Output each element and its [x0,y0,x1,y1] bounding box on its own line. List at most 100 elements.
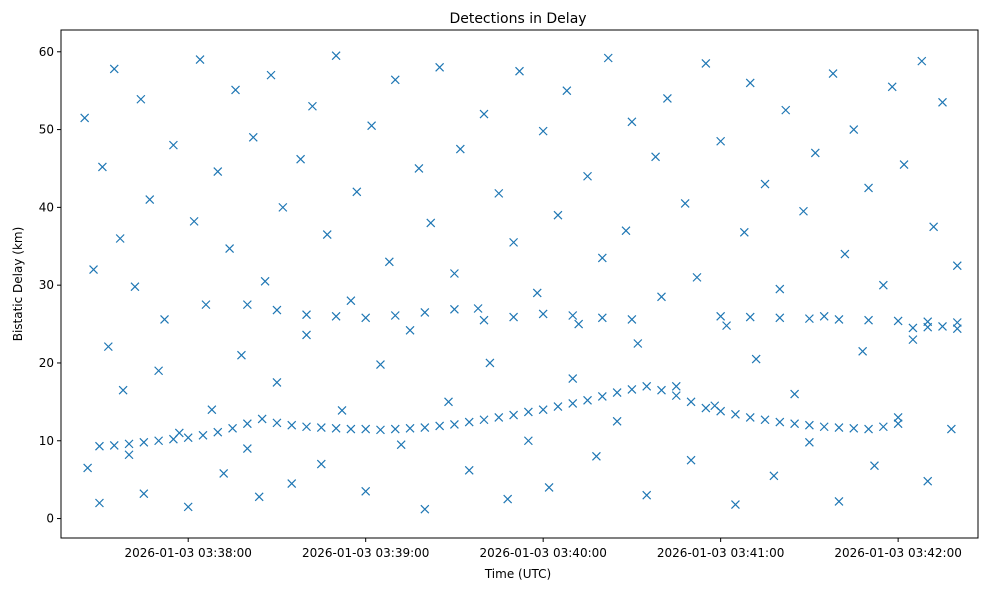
clutter-marker [870,461,879,471]
clutter-marker [367,121,377,131]
clutter-marker [509,237,519,247]
track-marker [331,311,341,321]
track-marker [745,412,755,422]
clutter-marker [692,272,702,282]
clutter-marker [118,385,128,395]
clutter-marker [376,360,385,369]
clutter-marker [479,109,489,119]
clutter-marker [287,479,297,488]
track-marker [464,417,474,427]
clutter-marker [390,75,400,85]
clutter-marker [908,335,918,345]
clutter-marker [515,66,524,76]
clutter-marker [183,502,193,512]
track-marker [642,381,652,391]
clutter-marker [574,319,584,329]
track-marker [183,433,193,443]
clutter-marker [322,230,332,240]
track-marker [109,440,119,450]
clutter-marker [160,314,169,324]
track-marker [952,318,962,327]
track-marker [760,415,770,425]
clutter-marker [195,55,205,64]
track-marker [168,434,178,444]
clutter-marker [396,440,406,450]
clutter-marker [449,269,459,278]
clutter-marker [248,132,258,142]
clutter-marker [538,126,548,136]
clutter-marker [361,486,371,496]
clutter-marker [231,85,240,95]
clutter-marker [790,389,800,399]
track-marker [701,403,711,413]
x-tick-label: 2026-01-03 03:42:00 [834,546,961,560]
track-marker [657,385,666,395]
clutter-marker [296,154,306,164]
clutter-marker [627,117,637,127]
track-marker [538,309,548,319]
y-tick-label: 10 [39,434,54,448]
clutter-marker [272,377,282,387]
clutter-marker [89,265,98,275]
track-marker [257,414,267,424]
clutter-marker [591,451,601,461]
clutter-marker [657,292,666,302]
track-marker [790,419,800,429]
track-marker [479,415,489,425]
track-marker [95,441,104,451]
track-marker [893,316,903,326]
track-marker [523,407,533,417]
clutter-marker [680,199,690,208]
x-tick-label: 2026-01-03 03:40:00 [479,546,606,560]
clutter-marker [858,346,868,356]
clutter-marker [242,444,252,453]
clutter-marker [523,436,533,446]
track-marker [819,422,829,432]
clutter-marker [405,325,415,335]
clutter-marker [346,296,356,306]
clutter-marker [819,311,829,321]
clutter-marker [671,381,681,391]
clutter-marker [799,206,808,216]
clutter-marker [115,234,125,243]
track-marker [405,423,415,433]
track-marker [834,423,844,432]
clutter-marker [938,97,947,107]
clutter-marker [716,136,726,146]
clutter-marker [568,374,578,383]
clutter-marker [828,69,838,78]
clutter-marker [124,450,134,460]
y-axis-label: Bistatic Delay (km) [11,227,25,342]
track-marker [331,423,341,433]
clutter-marker [80,113,90,123]
clutter-marker [384,257,394,267]
track-marker [361,313,371,323]
clutter-marker [352,187,362,197]
track-marker [479,315,489,325]
clutter-marker [642,490,652,500]
track-marker [154,436,164,446]
clutter-marker [946,424,956,434]
clutter-marker [751,354,761,364]
track-marker [509,410,519,420]
track-marker [139,437,149,447]
track-marker [583,395,592,405]
track-marker [568,311,578,320]
clutter-marker [130,282,140,292]
clutter-marker [414,164,424,173]
clutter-marker [189,216,199,226]
track-marker [198,430,208,440]
clutter-marker [532,288,542,298]
clutter-marker [804,437,814,447]
clutter-marker [840,249,850,259]
y-tick-label: 30 [39,278,54,292]
clutter-marker [207,405,217,415]
clutter-marker [426,218,436,228]
y-tick-label: 60 [39,45,54,59]
track-marker [494,412,504,422]
track-marker [686,397,696,407]
clutter-marker [455,144,465,154]
x-tick-label: 2026-01-03 03:38:00 [124,546,251,560]
track-marker [302,310,311,320]
